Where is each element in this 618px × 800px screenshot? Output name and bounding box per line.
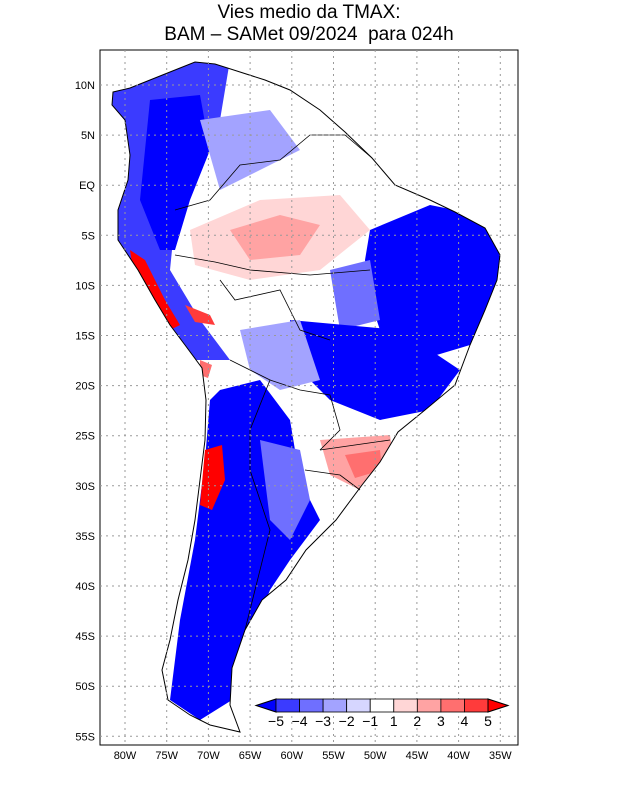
latitude-label: 40S (75, 581, 95, 593)
colorbar-label: 5 (484, 713, 492, 729)
longitude-label: 55W (322, 750, 345, 762)
colorbar-swatch (440, 698, 465, 713)
latitude-label: 5N (81, 130, 95, 142)
colorbar: −5 −4 −3 −2 −1 1 2 3 4 5 (254, 698, 510, 729)
longitude-label: 40W (447, 750, 470, 762)
latitude-label: 5S (82, 230, 95, 242)
longitude-label: 65W (239, 750, 262, 762)
colorbar-label: 2 (413, 713, 421, 729)
coastline (111, 61, 501, 733)
colorbar-label: −5 (268, 713, 284, 729)
map-title: Vies medio da TMAX: BAM – SAMet 09/2024 … (0, 2, 618, 46)
gridlines (100, 50, 518, 745)
longitude-label: 80W (114, 750, 137, 762)
longitude-label: 50W (364, 750, 387, 762)
latitude-label: 50S (75, 681, 95, 693)
colorbar-swatch (369, 698, 395, 713)
longitude-labels: 80W 75W 70W 65W 60W 55W 50W 45W 40W 35W (114, 750, 513, 762)
latitude-label: 25S (75, 431, 95, 443)
colorbar-swatch (322, 698, 348, 713)
title-line-2: BAM – SAMet 09/2024 para 024h (164, 24, 454, 45)
longitude-label: 70W (197, 750, 220, 762)
longitude-label: 60W (280, 750, 303, 762)
colorbar-label: −1 (362, 713, 378, 729)
colorbar-label: 3 (437, 713, 445, 729)
colorbar-label: −2 (339, 713, 355, 729)
latitude-label: 10S (75, 280, 95, 292)
colorbar-swatch (299, 698, 324, 713)
colorbar-swatch (275, 698, 300, 713)
longitude-label: 35W (489, 750, 512, 762)
latitude-label: 30S (75, 481, 95, 493)
latitude-label: 45S (75, 631, 95, 643)
latitude-label: 35S (75, 531, 95, 543)
colorbar-swatch (464, 698, 489, 713)
colorbar-label: −3 (315, 713, 331, 729)
colorbar-label: 1 (390, 713, 398, 729)
latitude-label: 15S (75, 331, 95, 343)
colorbar-swatch (416, 698, 442, 713)
colorbar-swatch (346, 698, 371, 713)
colorbar-label: −4 (292, 713, 308, 729)
latitude-label: 10N (75, 80, 95, 92)
latitude-label: 55S (75, 731, 95, 743)
latitude-label: 20S (75, 381, 95, 393)
colorbar-arrow-high (487, 698, 510, 713)
latitude-label: EQ (79, 180, 95, 192)
colorbar-label: 4 (461, 713, 469, 729)
longitude-label: 45W (406, 750, 429, 762)
title-line-1: Vies medio da TMAX: (217, 2, 401, 23)
longitude-label: 75W (155, 750, 178, 762)
latitude-labels: 10N 5N EQ 5S 10S 15S 20S 25S 30S 35S 40S 45S 50S 55S (75, 80, 96, 743)
colorbar-swatch (393, 698, 418, 713)
